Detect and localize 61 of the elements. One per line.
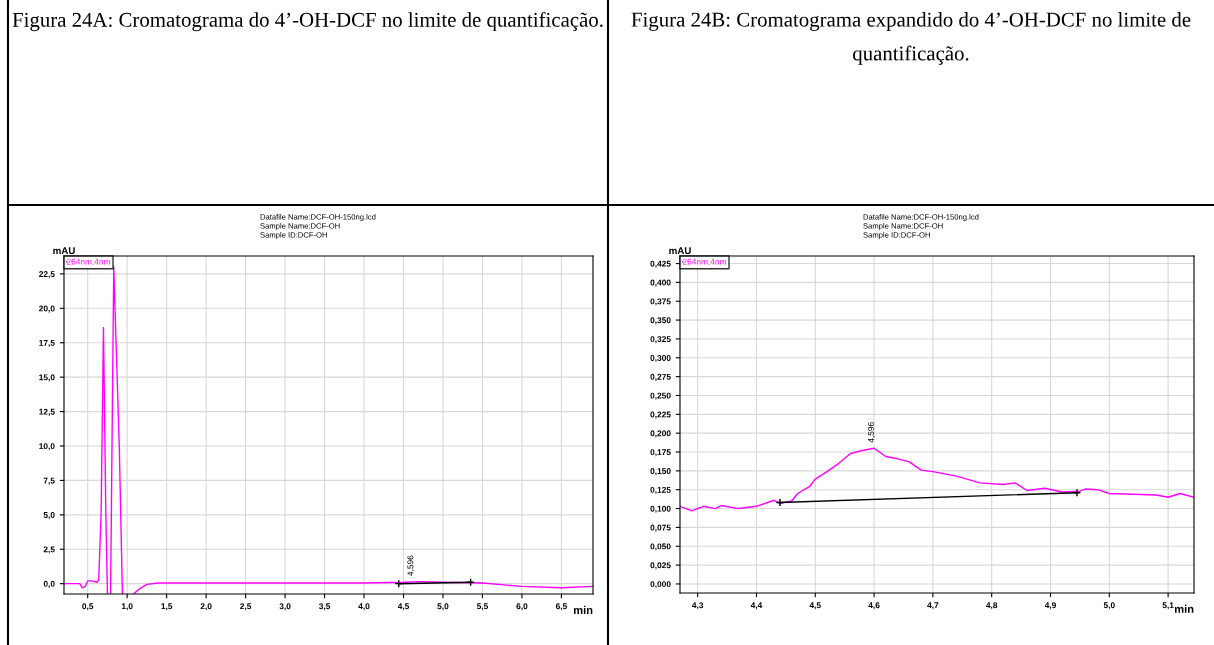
y-tick-label: 0,325	[650, 336, 671, 344]
y-tick-label: 0,100	[650, 505, 671, 513]
x-tick-label: 4,9	[1044, 602, 1056, 610]
y-tick-label: 12,5	[39, 408, 55, 416]
y-tick-label: 0,250	[650, 392, 671, 400]
y-tick-label: 0,075	[650, 524, 671, 532]
x-tick-label: 1,5	[161, 603, 173, 611]
y-tick-label: 7,5	[43, 477, 55, 485]
y-tick-label: 0,050	[650, 543, 671, 551]
y-tick-label: 0,150	[650, 468, 671, 476]
y-tick-label: 0,425	[650, 260, 671, 268]
x-tick-label: 0,5	[82, 603, 94, 611]
x-tick-label: 6,0	[516, 603, 528, 611]
y-tick-label: 0,225	[650, 411, 671, 419]
y-tick-label: 5,0	[43, 512, 55, 520]
y-tick-label: 0,300	[650, 354, 671, 363]
x-tick-label: 2,0	[200, 603, 212, 611]
x-tick-label: 4,5	[397, 603, 410, 611]
legend-label: 264nm,4nm	[682, 258, 726, 266]
x-tick-label: 4,8	[986, 602, 998, 610]
line-series	[680, 447, 1194, 512]
x-tick-label: 4,0	[358, 603, 370, 611]
x-axis-title: min	[573, 605, 593, 614]
y-tick-label: 0,400	[650, 279, 671, 287]
x-tick-label: 3,5	[318, 603, 331, 611]
annotation: 4,596	[868, 422, 875, 443]
legend-label: 264nm,4nm	[66, 258, 110, 266]
y-tick-label: 0,175	[650, 449, 671, 457]
y-tick-label: 10,0	[39, 443, 55, 451]
y-tick-label: 20,0	[39, 305, 55, 313]
x-tick-label: 2,5	[240, 603, 252, 611]
y-tick-label: 0,000	[650, 581, 671, 589]
x-tick-label: 6,5	[555, 603, 567, 611]
x-tick-label: 3,0	[279, 603, 291, 611]
x-axis-title: min	[1174, 604, 1194, 613]
x-tick-label: 5,5	[476, 603, 489, 611]
y-tick-label: 0,375	[650, 298, 671, 306]
y-tick-label: 0,0	[43, 580, 55, 588]
y-axis-title: mAU	[669, 247, 691, 255]
y-tick-label: 15,0	[39, 374, 55, 382]
x-tick-label: 1,0	[121, 603, 133, 611]
chart-title: Figura 24B: Cromatograma expandido do 4’-OH-DCF no limite de quantificação.	[631, 12, 1191, 65]
x-tick-label: 4,4	[750, 602, 763, 610]
y-axis-title: mAU	[53, 247, 75, 255]
y-tick-label: 0,025	[650, 562, 671, 570]
x-tick-label: 5,0	[437, 603, 449, 611]
y-tick-label: 2,5	[43, 546, 55, 554]
x-tick-label: 5,1	[1162, 602, 1174, 610]
x-tick-label: 4,6	[868, 602, 880, 610]
y-tick-label: 0,275	[650, 373, 671, 381]
annotation: 4,596	[407, 555, 415, 576]
x-tick-label: 5,0	[1103, 602, 1115, 610]
x-tick-label: 4,3	[691, 602, 704, 610]
x-tick-label: 4,5	[809, 602, 821, 610]
chart-title: Figura 24A: Cromatograma do 4’-OH-DCF no limite de quantificação.	[12, 12, 603, 32]
y-tick-label: 0,350	[650, 317, 671, 325]
x-tick-label: 4,7	[927, 602, 939, 610]
y-tick-label: 0,125	[650, 486, 671, 495]
y-tick-label: 22,5	[39, 271, 55, 279]
y-tick-label: 0,200	[650, 430, 671, 438]
y-tick-label: 17,5	[39, 340, 55, 348]
